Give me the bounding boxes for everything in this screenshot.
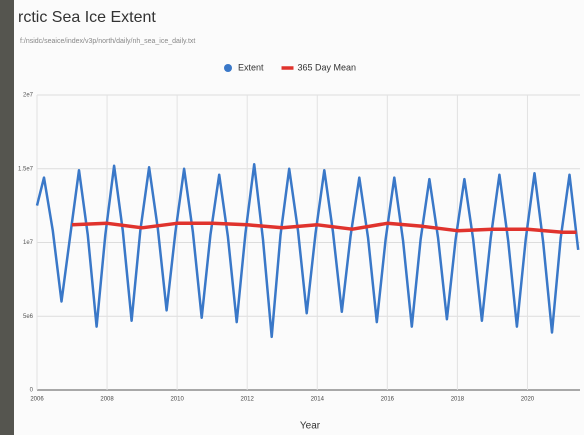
chart-title: rctic Sea Ice Extent	[18, 9, 156, 26]
x-tick-label: 2020	[521, 397, 535, 403]
x-axis-label: Year	[300, 421, 321, 432]
series-line	[35, 163, 580, 339]
legend-label: 365 Day Mean	[298, 62, 357, 72]
x-tick-label: 2016	[381, 397, 395, 403]
chart-subtitle: f:/nsidc/seaice/index/v3p/north/daily/nh…	[20, 38, 195, 45]
x-tick-label: 2014	[311, 397, 325, 403]
y-tick-label: 5e6	[23, 314, 34, 320]
chart-panel	[14, 0, 584, 435]
y-tick-label: 1.5e7	[18, 166, 34, 172]
y-tick-label: 2e7	[23, 93, 34, 99]
legend-swatch	[224, 64, 232, 72]
x-tick-label: 2006	[30, 397, 44, 403]
legend-label: Extent	[238, 62, 264, 72]
y-tick-label: 1e7	[23, 240, 34, 246]
x-tick-label: 2012	[241, 397, 255, 403]
series-line	[71, 221, 577, 234]
x-tick-label: 2008	[100, 397, 114, 403]
x-tick-label: 2010	[170, 397, 184, 403]
x-tick-label: 2018	[451, 397, 465, 403]
y-tick-label: 0	[30, 388, 34, 394]
